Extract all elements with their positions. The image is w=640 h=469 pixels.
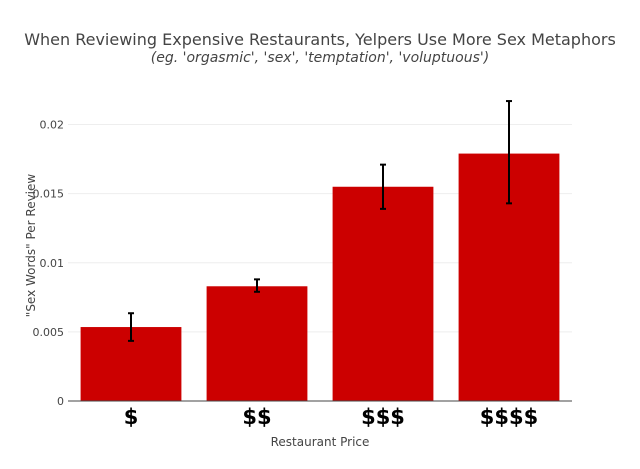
y-tick-label: 0 (57, 395, 64, 408)
x-tick-label: $$ (242, 405, 271, 429)
bar (206, 286, 308, 401)
x-tick-label: $ (124, 405, 139, 429)
y-tick-label: 0.015 (33, 188, 65, 201)
chart-subtitle: (eg. 'orgasmic', 'sex', 'temptation', 'v… (150, 50, 490, 66)
x-axis-title: Restaurant Price (271, 435, 370, 449)
chart-title: When Reviewing Expensive Restaurants, Ye… (24, 30, 616, 49)
x-tick-label: $$$ (361, 405, 405, 429)
y-tick-label: 0.01 (40, 257, 65, 270)
y-axis-title: "Sex Words" Per Review (24, 174, 38, 318)
x-tick-label: $$$$ (480, 405, 538, 429)
y-tick-label: 0.005 (33, 326, 65, 339)
bar (332, 186, 434, 401)
y-tick-label: 0.02 (40, 119, 65, 132)
